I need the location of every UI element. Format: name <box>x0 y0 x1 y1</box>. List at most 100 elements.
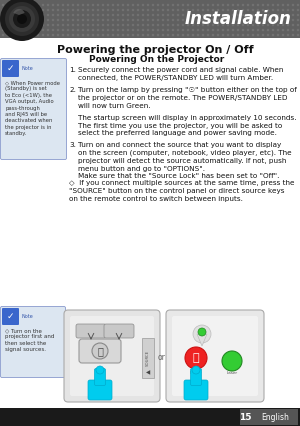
Circle shape <box>248 4 249 6</box>
Circle shape <box>192 24 194 26</box>
Circle shape <box>47 14 49 16</box>
Text: ⏻: ⏻ <box>97 346 103 356</box>
Circle shape <box>77 14 79 16</box>
Circle shape <box>232 24 234 26</box>
Circle shape <box>8 29 9 31</box>
Circle shape <box>202 4 204 6</box>
Circle shape <box>112 35 114 36</box>
FancyBboxPatch shape <box>1 58 67 159</box>
Circle shape <box>107 4 109 6</box>
Circle shape <box>12 14 14 16</box>
Circle shape <box>8 14 9 16</box>
Circle shape <box>2 9 4 11</box>
Circle shape <box>68 9 69 11</box>
Circle shape <box>68 14 69 16</box>
Circle shape <box>297 9 298 11</box>
Circle shape <box>282 29 284 31</box>
Circle shape <box>2 24 4 26</box>
Circle shape <box>202 29 204 31</box>
Circle shape <box>132 9 134 11</box>
Circle shape <box>137 9 139 11</box>
Circle shape <box>297 29 298 31</box>
Circle shape <box>188 35 189 36</box>
Circle shape <box>158 14 159 16</box>
Circle shape <box>152 29 154 31</box>
Circle shape <box>222 9 224 11</box>
Circle shape <box>292 14 294 16</box>
Circle shape <box>162 14 164 16</box>
Circle shape <box>197 14 199 16</box>
Circle shape <box>188 29 189 31</box>
Circle shape <box>158 4 159 6</box>
Circle shape <box>237 14 238 16</box>
Circle shape <box>98 24 99 26</box>
Circle shape <box>87 9 88 11</box>
Text: Powering On the Projector: Powering On the Projector <box>89 55 225 64</box>
Circle shape <box>188 4 189 6</box>
Circle shape <box>142 29 144 31</box>
Circle shape <box>267 4 268 6</box>
Circle shape <box>72 4 74 6</box>
Circle shape <box>292 24 294 26</box>
Circle shape <box>207 29 208 31</box>
Text: 3.: 3. <box>69 142 76 148</box>
Circle shape <box>237 4 238 6</box>
Circle shape <box>98 35 99 36</box>
Circle shape <box>287 29 289 31</box>
Circle shape <box>278 9 279 11</box>
Circle shape <box>152 14 154 16</box>
Circle shape <box>172 4 174 6</box>
Circle shape <box>242 14 244 16</box>
Circle shape <box>218 35 219 36</box>
Circle shape <box>137 14 139 16</box>
Circle shape <box>272 14 274 16</box>
Circle shape <box>222 24 224 26</box>
Circle shape <box>2 14 4 16</box>
Circle shape <box>13 10 31 28</box>
Circle shape <box>72 29 74 31</box>
Circle shape <box>182 35 184 36</box>
Circle shape <box>152 35 154 36</box>
Circle shape <box>32 29 34 31</box>
Circle shape <box>42 14 44 16</box>
Circle shape <box>17 29 19 31</box>
Circle shape <box>232 9 234 11</box>
Circle shape <box>152 4 154 6</box>
Bar <box>0 0 300 38</box>
Circle shape <box>287 14 289 16</box>
Circle shape <box>137 35 139 36</box>
FancyBboxPatch shape <box>2 308 19 325</box>
Circle shape <box>167 24 169 26</box>
Circle shape <box>142 4 144 6</box>
Circle shape <box>112 29 114 31</box>
Circle shape <box>287 24 289 26</box>
Circle shape <box>122 14 124 16</box>
Circle shape <box>262 24 264 26</box>
Circle shape <box>192 4 194 6</box>
Text: Turn on the lamp by pressing "☉" button either on the top of
the projector or on: Turn on the lamp by pressing "☉" button … <box>78 87 297 109</box>
Circle shape <box>248 9 249 11</box>
Circle shape <box>47 4 49 6</box>
Circle shape <box>42 29 44 31</box>
Circle shape <box>128 14 129 16</box>
Circle shape <box>227 35 229 36</box>
Circle shape <box>292 35 294 36</box>
Circle shape <box>272 24 274 26</box>
Circle shape <box>237 35 238 36</box>
Circle shape <box>267 9 268 11</box>
Circle shape <box>17 14 19 16</box>
Circle shape <box>107 24 109 26</box>
Circle shape <box>272 29 274 31</box>
Circle shape <box>152 24 154 26</box>
Circle shape <box>5 2 39 36</box>
Circle shape <box>47 29 49 31</box>
Circle shape <box>182 24 184 26</box>
Circle shape <box>72 24 74 26</box>
Circle shape <box>32 35 34 36</box>
Circle shape <box>282 24 284 26</box>
Circle shape <box>182 9 184 11</box>
Circle shape <box>158 9 159 11</box>
Circle shape <box>207 4 208 6</box>
Circle shape <box>177 14 178 16</box>
Circle shape <box>188 24 189 26</box>
